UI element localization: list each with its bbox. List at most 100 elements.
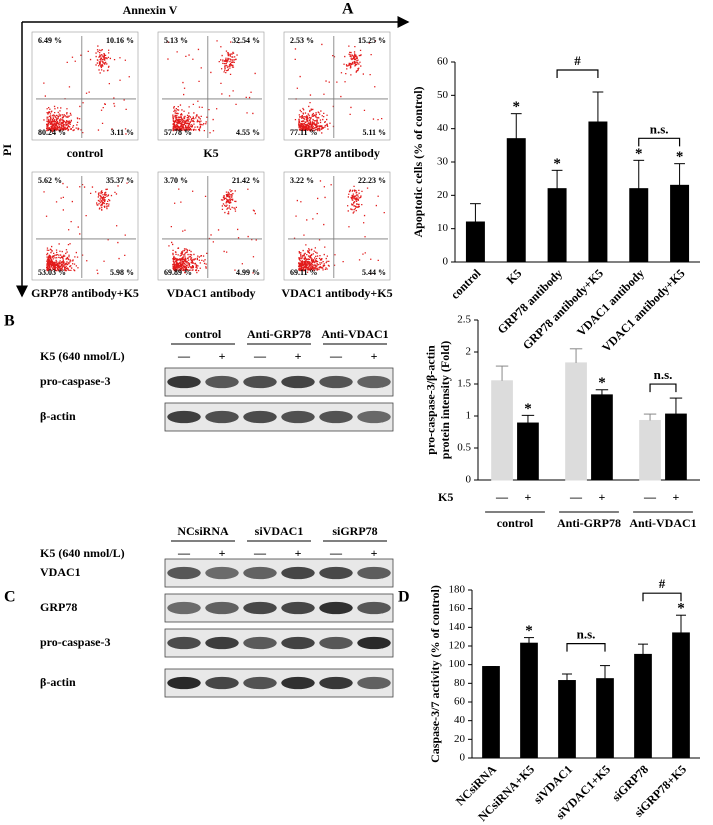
panel-label: B xyxy=(4,313,15,330)
treatment-label: K5 (640 nmol/L) xyxy=(40,349,125,363)
plot-label: GRP78 antibody+K5 xyxy=(31,286,139,300)
annotation: # xyxy=(574,53,581,68)
sign: — xyxy=(253,349,267,363)
plot-frame xyxy=(31,31,139,141)
y-tick-label: 1.5 xyxy=(457,378,471,390)
quadrant-value: 3.11 % xyxy=(110,128,134,137)
plot-frame xyxy=(283,31,391,141)
plot-label: control xyxy=(67,146,104,160)
x-tick-label: K5 xyxy=(504,266,525,287)
bar xyxy=(465,221,485,263)
band xyxy=(167,410,201,424)
sign: + xyxy=(295,546,302,560)
quadrant-value: 22.23 % xyxy=(358,176,386,185)
blot-strip xyxy=(164,402,394,432)
bracket xyxy=(556,69,599,78)
sign: + xyxy=(219,349,226,363)
band xyxy=(205,636,239,650)
row-label: pro-caspase-3 xyxy=(40,374,110,388)
dot-cloud xyxy=(168,188,257,274)
band xyxy=(357,601,391,615)
x-label: Annexin V xyxy=(123,3,178,17)
band xyxy=(357,676,391,690)
x-tick-label: Anti-GRP78 xyxy=(557,516,621,530)
y-tick-label: 120 xyxy=(449,640,466,652)
blot-strip xyxy=(164,628,394,658)
sign: + xyxy=(673,490,680,504)
sign: — xyxy=(329,546,343,560)
bar xyxy=(665,413,687,481)
band xyxy=(357,375,391,389)
y-tick-label: 140 xyxy=(449,621,466,633)
band xyxy=(281,566,315,580)
band xyxy=(281,410,315,424)
bar xyxy=(520,642,538,759)
y-tick-label: 2 xyxy=(466,346,472,358)
group-label: siGRP78 xyxy=(332,524,377,538)
sign: + xyxy=(599,490,606,504)
band xyxy=(205,601,239,615)
band xyxy=(205,410,239,424)
sign: — xyxy=(643,490,657,504)
annotation: # xyxy=(659,576,666,591)
band xyxy=(205,676,239,690)
band xyxy=(319,410,353,424)
annotation: * xyxy=(676,149,684,165)
dot-cloud xyxy=(294,40,383,134)
bar xyxy=(491,380,513,481)
bar xyxy=(588,121,608,263)
sign: — xyxy=(329,349,343,363)
sign: + xyxy=(371,349,378,363)
quadrant-value: 5.62 % xyxy=(38,176,62,185)
y-tick-label: 160 xyxy=(449,602,466,614)
band xyxy=(319,676,353,690)
blot-strip xyxy=(164,593,394,623)
y-tick-label: 60 xyxy=(454,696,466,708)
bar xyxy=(596,678,614,759)
annotation: n.s. xyxy=(654,367,673,382)
y-tick-label: 180 xyxy=(449,584,466,596)
annotation: n.s. xyxy=(650,121,669,136)
band xyxy=(319,601,353,615)
row-label: GRP78 xyxy=(40,600,77,614)
band xyxy=(167,676,201,690)
quadrant-value: 35.37 % xyxy=(106,176,134,185)
bracket xyxy=(566,643,606,652)
quadrant-value: 57.78 % xyxy=(164,128,192,137)
quadrant-value: 21.42 % xyxy=(232,176,260,185)
y-tick-label: 40 xyxy=(454,714,466,726)
y-tick-label: 20 xyxy=(437,189,449,201)
y-tick-label: 0 xyxy=(466,474,472,486)
annotation: n.s. xyxy=(577,627,596,642)
band xyxy=(319,636,353,650)
bar xyxy=(558,680,576,759)
quadrant-value: 2.53 % xyxy=(290,36,314,45)
sign: — xyxy=(177,546,191,560)
sign: — xyxy=(177,349,191,363)
y-tick-label: 20 xyxy=(454,733,466,745)
dot-cloud xyxy=(293,180,385,275)
dot-cloud xyxy=(43,182,128,275)
band xyxy=(205,566,239,580)
annotation: * xyxy=(513,99,521,115)
band xyxy=(357,566,391,580)
quadrant-value: 5.98 % xyxy=(110,268,134,277)
annotation: * xyxy=(598,375,606,391)
band xyxy=(357,636,391,650)
row-label: β-actin xyxy=(40,409,76,423)
y-tick-label: 40 xyxy=(437,122,449,134)
band xyxy=(243,601,277,615)
plot-label: GRP78 antibody xyxy=(294,146,380,160)
bar xyxy=(591,394,613,481)
dot-cloud xyxy=(43,45,130,135)
band xyxy=(243,410,277,424)
x-tick-label: control xyxy=(497,516,534,530)
bar xyxy=(506,138,526,263)
bar xyxy=(517,422,539,481)
band xyxy=(281,636,315,650)
band xyxy=(281,676,315,690)
quadrant-value: 5.13 % xyxy=(164,36,188,45)
sign: + xyxy=(525,490,532,504)
annotation: * xyxy=(677,601,685,617)
